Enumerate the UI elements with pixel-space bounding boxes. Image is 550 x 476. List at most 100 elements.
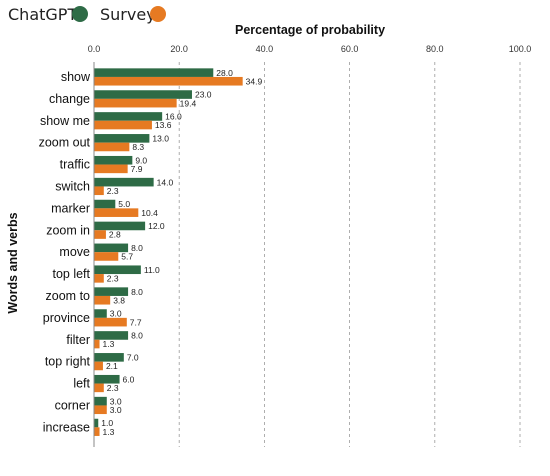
bar-survey (94, 427, 100, 436)
value-label: 3.8 (113, 295, 125, 305)
bar-chatgpt (94, 221, 146, 231)
bar-survey (94, 383, 104, 393)
value-label: 7.7 (130, 317, 142, 327)
value-label: 10.4 (141, 208, 158, 218)
category-label: zoom out (39, 136, 91, 150)
value-label: 2.3 (107, 186, 119, 196)
legend-label-chatgpt: ChatGPT (8, 5, 77, 24)
bar-survey (94, 230, 106, 239)
x-tick-label: 80.0 (426, 44, 444, 54)
category-label: top right (45, 355, 91, 369)
value-label: 23.0 (195, 90, 212, 100)
bar-survey (94, 208, 139, 217)
bar-survey (94, 186, 104, 196)
bar-chatgpt (94, 265, 141, 275)
value-label: 8.0 (131, 243, 143, 253)
value-label: 1.3 (103, 427, 115, 437)
value-label: 34.9 (246, 76, 263, 86)
category-label: filter (66, 333, 90, 347)
legend-swatch-chatgpt (72, 6, 88, 22)
x-axis-title: Percentage of probability (235, 23, 385, 37)
value-label: 7.9 (131, 164, 143, 174)
bar-chatgpt (94, 134, 150, 143)
category-label: corner (55, 398, 90, 412)
x-axis-ticks: 0.0 20.0 40.0 60.0 80.0 100.0 (88, 44, 532, 54)
category-label: increase (43, 420, 90, 434)
category-label: top left (52, 267, 90, 281)
category-label: move (59, 245, 90, 259)
bar-chatgpt (94, 112, 163, 121)
bar-chatgpt (94, 309, 107, 318)
x-tick-label: 100.0 (509, 44, 532, 54)
y-axis-title: Words and verbs (6, 212, 20, 313)
category-label: show me (40, 114, 90, 128)
bar-chatgpt (94, 353, 124, 362)
category-label: marker (51, 201, 90, 215)
bar-chatgpt (94, 243, 129, 253)
bar-survey (94, 274, 104, 283)
category-label: zoom in (46, 223, 90, 237)
bar-chatgpt (94, 155, 133, 165)
legend: ChatGPT Survey (8, 5, 166, 24)
bar-survey (94, 295, 111, 305)
value-label: 3.0 (110, 396, 122, 406)
value-label: 8.0 (131, 331, 143, 341)
value-label: 6.0 (123, 374, 135, 384)
bar-survey (94, 142, 130, 152)
value-label: 1.0 (101, 418, 113, 428)
bar-survey (94, 164, 128, 174)
value-label: 3.0 (110, 309, 122, 319)
category-label: show (61, 70, 91, 84)
value-label: 7.0 (127, 352, 139, 362)
value-label: 1.3 (103, 339, 115, 349)
bar-chatgpt (94, 331, 129, 340)
bar-survey (94, 405, 107, 415)
category-labels: show change show me zoom out traffic switch ma… (39, 70, 91, 434)
bar-survey (94, 361, 103, 371)
value-label: 14.0 (157, 177, 174, 187)
value-label: 5.0 (118, 199, 130, 209)
bar-chatgpt (94, 418, 99, 428)
bar-survey (94, 339, 100, 349)
value-label: 3.0 (110, 405, 122, 415)
category-label: traffic (60, 158, 90, 172)
bar-survey (94, 120, 152, 130)
bar-chatgpt (94, 177, 154, 187)
value-label: 2.8 (109, 230, 121, 240)
gridlines (178, 62, 521, 447)
legend-label-survey: Survey (100, 5, 156, 24)
value-label: 2.3 (107, 273, 119, 283)
bar-chatgpt (94, 396, 107, 406)
bar-chatgpt (94, 287, 129, 296)
value-labels: 28.0 34.9 23.019.4 16.013.6 13.0 8.3 9.07.9 14.… (101, 68, 262, 437)
legend-swatch-survey (150, 6, 166, 22)
bar-survey (94, 98, 177, 108)
value-label: 11.0 (144, 265, 160, 275)
bar-chatgpt (94, 199, 116, 209)
category-label: change (49, 92, 90, 106)
value-label: 2.1 (106, 361, 118, 371)
value-label: 9.0 (135, 155, 147, 165)
x-tick-label: 20.0 (170, 44, 188, 54)
x-tick-label: 60.0 (341, 44, 359, 54)
bar-survey (94, 252, 119, 261)
bar-survey (94, 317, 127, 327)
value-label: 12.0 (148, 221, 165, 231)
bar-survey (94, 76, 243, 86)
category-label: left (73, 377, 90, 391)
category-label: switch (55, 179, 90, 193)
bar-chatgpt (94, 374, 120, 384)
value-label: 2.3 (107, 383, 119, 393)
value-label: 28.0 (216, 68, 233, 78)
category-label: province (43, 311, 90, 325)
bars (94, 68, 243, 436)
value-label: 5.7 (121, 252, 133, 262)
value-label: 16.0 (165, 112, 182, 122)
bar-chatgpt (94, 90, 192, 99)
bar-chatgpt (94, 68, 214, 77)
value-label: 13.6 (155, 120, 172, 130)
x-tick-label: 40.0 (256, 44, 274, 54)
value-label: 19.4 (180, 98, 197, 108)
value-label: 8.3 (132, 142, 144, 152)
